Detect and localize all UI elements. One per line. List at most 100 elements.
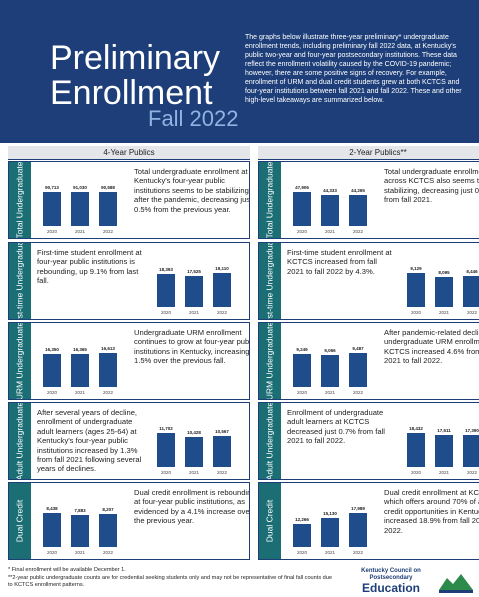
value-label: 17,525	[187, 268, 201, 274]
bar	[407, 433, 425, 467]
category-label: 2022	[352, 390, 363, 395]
logo: Kentucky Council on Postsecondary Educat…	[355, 568, 427, 595]
bar	[293, 523, 311, 547]
row-label-box: First-time Undergraduate	[259, 243, 281, 319]
row-text: After several years of decline, enrollme…	[37, 408, 142, 474]
row: First-time Undergraduate First-time stude…	[258, 242, 479, 320]
category-label: 2021	[74, 229, 85, 234]
intro: The graphs below illustrate three-year p…	[245, 34, 462, 104]
row-label: Total Undergraduate	[264, 161, 275, 239]
bar	[435, 434, 453, 467]
value-label: 15,130	[323, 511, 337, 517]
value-label: 44,333	[323, 187, 337, 193]
value-label: 17,390	[465, 427, 479, 433]
bar	[213, 436, 231, 467]
subtitle: Fall 2022	[148, 106, 239, 131]
row-label: Adult Undergraduate	[14, 402, 25, 480]
value-label: 17,989	[351, 506, 365, 511]
row-text: Enrollment of undergraduate adult learne…	[287, 408, 385, 446]
category-label: 2022	[352, 550, 363, 555]
row-label-box: Dual Credit	[9, 483, 31, 559]
row-label: First-time Undergraduate	[14, 242, 25, 320]
bar	[349, 353, 367, 387]
row: Dual Credit Dual credit enrollment at KCT…	[258, 482, 479, 560]
category-label: 2020	[160, 310, 171, 315]
value-label: 9,129	[410, 266, 422, 271]
bar	[293, 192, 311, 226]
value-label: 10,428	[187, 429, 201, 435]
value-label: 47,906	[295, 185, 309, 190]
category-label: 2021	[188, 310, 199, 315]
value-label: 7,883	[74, 508, 86, 514]
value-label: 44,265	[351, 187, 365, 193]
category-label: 2021	[324, 390, 335, 395]
row-label-box: First-time Undergraduate	[9, 243, 31, 319]
row-text: Dual credit enrollment at KCTCS, which o…	[384, 488, 479, 535]
bar	[99, 192, 117, 226]
category-label: 2020	[410, 470, 421, 475]
category-label: 2022	[102, 390, 113, 395]
category-label: 2021	[74, 390, 85, 395]
value-label: 90,713	[45, 185, 59, 191]
bar	[463, 434, 479, 467]
value-label: 18,432	[409, 426, 423, 431]
bar	[185, 275, 203, 307]
header: Preliminary Enrollment Fall 2022 The gra…	[0, 0, 479, 143]
logo-text: Education	[361, 581, 420, 595]
category-label: 2021	[74, 550, 85, 555]
row-label: Adult Undergraduate	[264, 402, 275, 480]
row: URM Undergraduate After pandemic-related …	[258, 322, 479, 400]
category-label: 2021	[324, 550, 335, 555]
value-label: 18,393	[159, 267, 173, 273]
bar	[157, 433, 175, 467]
bar	[349, 513, 367, 547]
value-label: 9,487	[352, 346, 364, 351]
row: Total Undergraduate Total undergraduate e…	[8, 161, 250, 239]
row-label: URM Undergraduate	[264, 322, 275, 400]
value-label: 10,567	[215, 429, 229, 435]
row-label-box: Total Undergraduate	[259, 162, 281, 238]
category-label: 2020	[296, 390, 307, 395]
row-text: First-time student enrollment at KCTCS i…	[287, 248, 392, 276]
row-text: Total undergraduate enrollment across KC…	[384, 167, 479, 205]
category-label: 2021	[324, 229, 335, 234]
bar	[407, 273, 425, 307]
bar	[321, 194, 339, 226]
column-heading: 2-Year Publics**	[258, 146, 479, 160]
value-label: 91,030	[73, 185, 87, 190]
value-label: 90,588	[101, 185, 115, 191]
category-label: 2020	[46, 390, 57, 395]
row-label: Dual Credit	[14, 499, 25, 543]
category-label: 2021	[438, 310, 449, 315]
value-label: 9,066	[324, 347, 336, 353]
row-label-box: Adult Undergraduate	[9, 403, 31, 479]
value-label: 16,365	[73, 346, 87, 352]
row-text: Undergraduate URM enrollment continues t…	[134, 328, 250, 366]
row-label-box: Total Undergraduate	[9, 162, 31, 238]
title: Enrollment	[50, 74, 213, 112]
value-label: 9,249	[296, 346, 308, 352]
bar	[185, 436, 203, 467]
title: Preliminary	[50, 39, 221, 77]
row: Adult Undergraduate Enrollment of undergr…	[258, 402, 479, 480]
category-label: 2020	[46, 550, 57, 555]
category-label: 2022	[216, 470, 227, 475]
row: URM Undergraduate Undergraduate URM enrol…	[8, 322, 250, 400]
bar	[43, 192, 61, 226]
category-label: 2022	[102, 229, 113, 234]
value-label: 19,110	[215, 266, 229, 271]
row: Adult Undergraduate After several years o…	[8, 402, 250, 480]
bar	[71, 192, 89, 226]
bar	[349, 194, 367, 226]
footnote: **2-year public undergraduate counts are…	[8, 575, 333, 588]
value-label: 8,207	[102, 506, 114, 512]
bar	[157, 274, 175, 307]
bar	[43, 353, 61, 387]
bar	[71, 515, 89, 547]
bar	[99, 513, 117, 547]
row-text: Total undergraduate enrollment at Kentuc…	[134, 167, 250, 214]
value-label: 16,613	[101, 346, 115, 351]
category-label: 2022	[102, 550, 113, 555]
row-label: Dual Credit	[264, 499, 275, 543]
